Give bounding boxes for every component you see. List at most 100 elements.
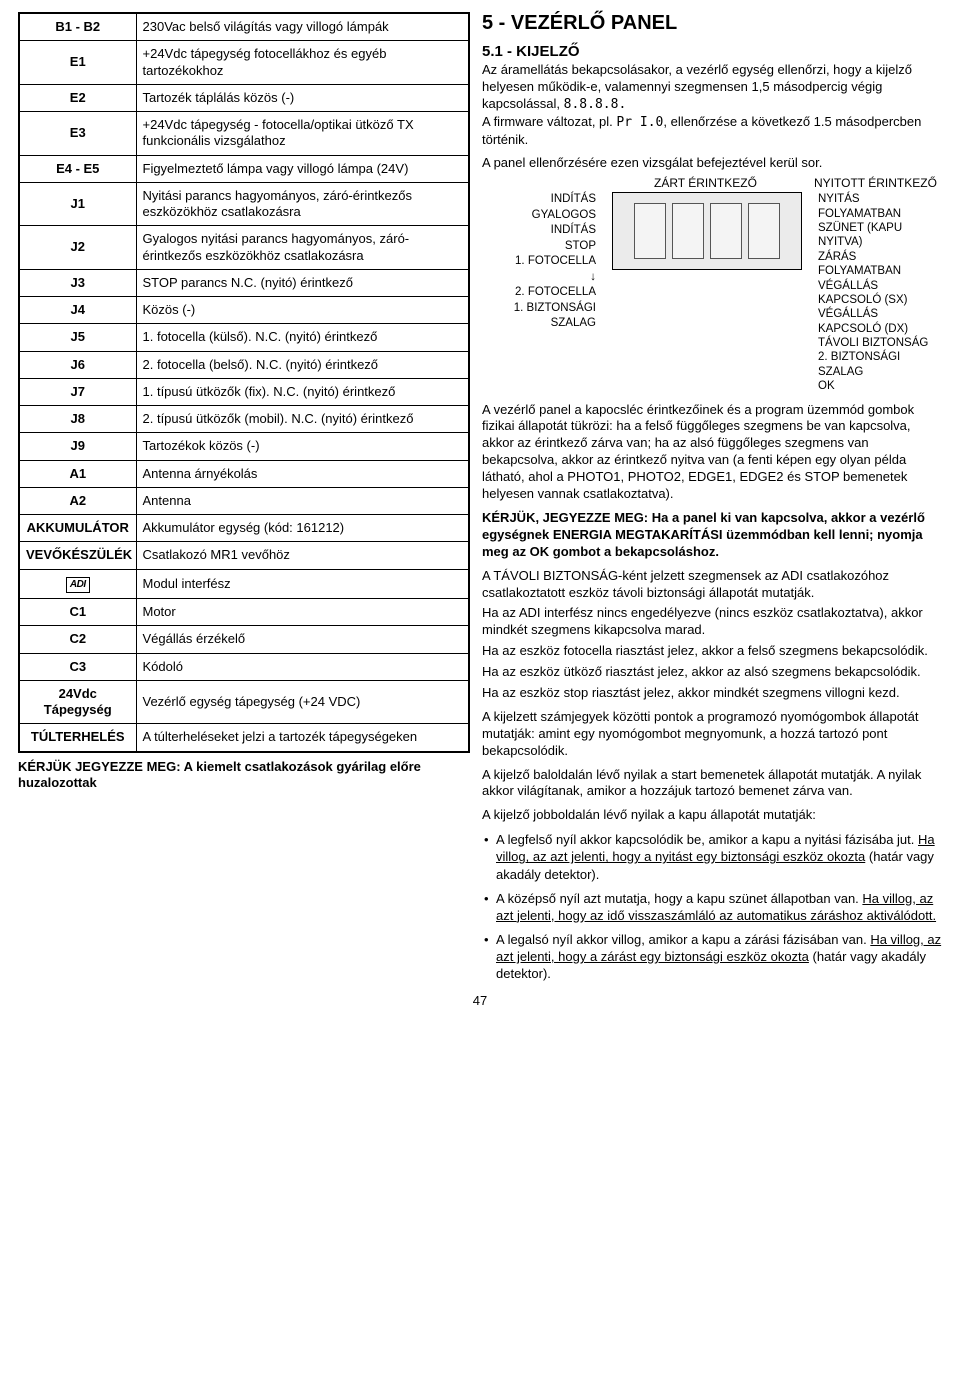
row-key: J5	[19, 324, 136, 351]
table-row: E2Tartozék táplálás közös (-)	[19, 84, 469, 111]
table-row: J9Tartozékok közös (-)	[19, 433, 469, 460]
diag-right-label: NYITVA)	[818, 235, 942, 249]
diag-left-label: 1. BIZTONSÁGI	[482, 301, 596, 317]
table-row: B1 - B2230Vac belső világítás vagy villo…	[19, 13, 469, 41]
row-key: E1	[19, 41, 136, 85]
bullet-item: A középső nyíl azt mutatja, hogy a kapu …	[484, 890, 942, 924]
adi-para-5: Ha az eszköz stop riasztást jelez, akkor…	[482, 685, 942, 702]
row-val: Végállás érzékelő	[136, 626, 469, 653]
intro-paragraph-3: A panel ellenőrzésére ezen vizsgálat bef…	[482, 155, 942, 172]
row-key: J7	[19, 378, 136, 405]
row-val: 1. fotocella (külső). N.C. (nyitó) érint…	[136, 324, 469, 351]
row-key: J6	[19, 351, 136, 378]
diag-right-label: VÉGÁLLÁS	[818, 279, 942, 293]
diag-right-label: VÉGÁLLÁS	[818, 307, 942, 321]
row-val: Gyalogos nyitási parancs hagyományos, zá…	[136, 226, 469, 270]
diag-left-labels: INDÍTÁSGYALOGOSINDÍTÁSSTOP1. FOTOCELLA↓2…	[482, 192, 602, 393]
row-val: Antenna árnyékolás	[136, 460, 469, 487]
diag-right-label: KAPCSOLÓ (DX)	[818, 322, 942, 336]
intro-paragraph-1: Az áramellátás bekapcsolásakor, a vezérl…	[482, 62, 942, 148]
row-key: ADI	[19, 569, 136, 599]
digit-4	[748, 203, 780, 259]
diag-left-label: ↓	[482, 270, 596, 286]
row-key: 24Vdc Tápegység	[19, 680, 136, 724]
dots-paragraph: A kijelzett számjegyek közötti pontok a …	[482, 709, 942, 760]
diag-top-left: ZÁRT ÉRINTKEZŐ	[620, 176, 814, 190]
row-val: 2. típusú ütközők (mobil). N.C. (nyitó) …	[136, 406, 469, 433]
row-key: B1 - B2	[19, 13, 136, 41]
section-title: 5 - VEZÉRLŐ PANEL	[482, 12, 942, 35]
diag-right-label: TÁVOLI BIZTONSÁG	[818, 336, 942, 350]
table-row: A1Antenna árnyékolás	[19, 460, 469, 487]
row-key: E4 - E5	[19, 155, 136, 182]
diag-right-label: ZÁRÁS	[818, 250, 942, 264]
bullet-item: A legalsó nyíl akkor villog, amikor a ka…	[484, 931, 942, 982]
diag-left-label: 1. FOTOCELLA	[482, 254, 596, 270]
row-key: J2	[19, 226, 136, 270]
row-key: AKKUMULÁTOR	[19, 515, 136, 542]
row-key: J8	[19, 406, 136, 433]
rightarrow-paragraph: A kijelző jobboldalán lévő nyilak a kapu…	[482, 807, 942, 824]
row-key: C1	[19, 599, 136, 626]
seven-segment-display	[612, 192, 802, 270]
adi-para-1: A TÁVOLI BIZTONSÁG-ként jelzett szegmens…	[482, 568, 942, 602]
digit-2	[672, 203, 704, 259]
left-column: B1 - B2230Vac belső világítás vagy villo…	[18, 12, 470, 989]
table-row: J3STOP parancs N.C. (nyitó) érintkező	[19, 269, 469, 296]
row-key: J3	[19, 269, 136, 296]
left-note: KÉRJÜK JEGYEZZE MEG: A kiemelt csatlakoz…	[18, 759, 470, 792]
table-row: E1+24Vdc tápegység fotocellákhoz és egyé…	[19, 41, 469, 85]
row-key: J4	[19, 297, 136, 324]
diag-right-label: SZALAG	[818, 365, 942, 379]
note-bold: KÉRJÜK, JEGYEZZE MEG: Ha a panel ki van …	[482, 510, 942, 561]
row-val: Akkumulátor egység (kód: 161212)	[136, 515, 469, 542]
display-diagram: ZÁRT ÉRINTKEZŐ NYITOTT ÉRINTKEZŐ INDÍTÁS…	[482, 176, 942, 393]
adi-icon: ADI	[66, 577, 90, 594]
row-key: C2	[19, 626, 136, 653]
diag-right-label: NYITÁS	[818, 192, 942, 206]
table-row: J62. fotocella (belső). N.C. (nyitó) éri…	[19, 351, 469, 378]
row-val: +24Vdc tápegység - fotocella/optikai ütk…	[136, 112, 469, 156]
row-val: +24Vdc tápegység fotocellákhoz és egyéb …	[136, 41, 469, 85]
row-val: Vezérlő egység tápegység (+24 VDC)	[136, 680, 469, 724]
row-val: Nyitási parancs hagyományos, záró-érintk…	[136, 182, 469, 226]
table-row: C1Motor	[19, 599, 469, 626]
intro1b: 8.8.8.8.	[564, 97, 627, 112]
row-val: Tartozék táplálás közös (-)	[136, 84, 469, 111]
row-key: J9	[19, 433, 136, 460]
row-val: Motor	[136, 599, 469, 626]
table-row: E3+24Vdc tápegység - fotocella/optikai ü…	[19, 112, 469, 156]
diag-right-label: 2. BIZTONSÁGI	[818, 350, 942, 364]
row-val: Kódoló	[136, 653, 469, 680]
table-row: C3Kódoló	[19, 653, 469, 680]
row-val: Tartozékok közös (-)	[136, 433, 469, 460]
intro1a: Az áramellátás bekapcsolásakor, a vezérl…	[482, 62, 912, 111]
table-row: C2Végállás érzékelő	[19, 626, 469, 653]
arrow-bullets: A legfelső nyíl akkor kapcsolódik be, am…	[482, 831, 942, 982]
table-row: J82. típusú ütközők (mobil). N.C. (nyitó…	[19, 406, 469, 433]
table-row: J2Gyalogos nyitási parancs hagyományos, …	[19, 226, 469, 270]
table-row: J1Nyitási parancs hagyományos, záró-érin…	[19, 182, 469, 226]
digit-3	[710, 203, 742, 259]
table-row: J51. fotocella (külső). N.C. (nyitó) éri…	[19, 324, 469, 351]
intro2a: A firmware változat, pl.	[482, 114, 616, 129]
row-val: Csatlakozó MR1 vevőhöz	[136, 542, 469, 569]
row-val: Közös (-)	[136, 297, 469, 324]
row-val: 1. típusú ütközők (fix). N.C. (nyitó) ér…	[136, 378, 469, 405]
diag-left-label: INDÍTÁS	[482, 192, 596, 208]
spec-table: B1 - B2230Vac belső világítás vagy villo…	[18, 12, 470, 753]
table-row: ADIModul interfész	[19, 569, 469, 599]
table-row: J71. típusú ütközők (fix). N.C. (nyitó) …	[19, 378, 469, 405]
row-key: J1	[19, 182, 136, 226]
row-key: E3	[19, 112, 136, 156]
diag-right-labels: NYITÁSFOLYAMATBANSZÜNET (KAPU NYITVA)ZÁR…	[812, 192, 942, 393]
digit-1	[634, 203, 666, 259]
table-row: VEVŐKÉSZÜLÉKCsatlakozó MR1 vevőhöz	[19, 542, 469, 569]
bullet-text-a: A középső nyíl azt mutatja, hogy a kapu …	[496, 891, 862, 906]
diag-right-label: FOLYAMATBAN	[818, 207, 942, 221]
right-column: 5 - VEZÉRLŐ PANEL 5.1 - KIJELZŐ Az árame…	[482, 12, 942, 989]
row-val: STOP parancs N.C. (nyitó) érintkező	[136, 269, 469, 296]
adi-para-2: Ha az ADI interfész nincs engedélyezve (…	[482, 605, 942, 639]
row-key: A1	[19, 460, 136, 487]
diag-left-label: SZALAG	[482, 316, 596, 332]
